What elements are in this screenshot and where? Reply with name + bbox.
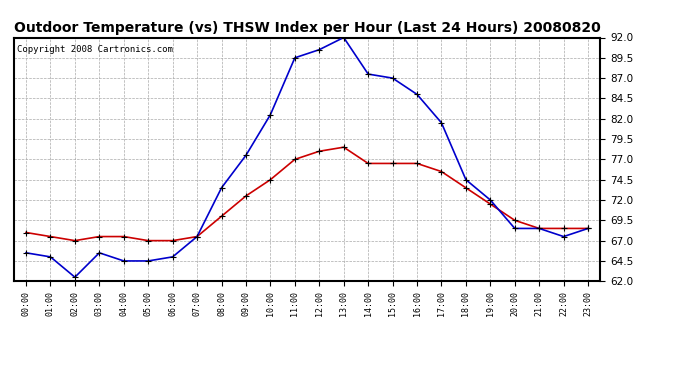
Title: Outdoor Temperature (vs) THSW Index per Hour (Last 24 Hours) 20080820: Outdoor Temperature (vs) THSW Index per … bbox=[14, 21, 600, 35]
Text: Copyright 2008 Cartronics.com: Copyright 2008 Cartronics.com bbox=[17, 45, 172, 54]
